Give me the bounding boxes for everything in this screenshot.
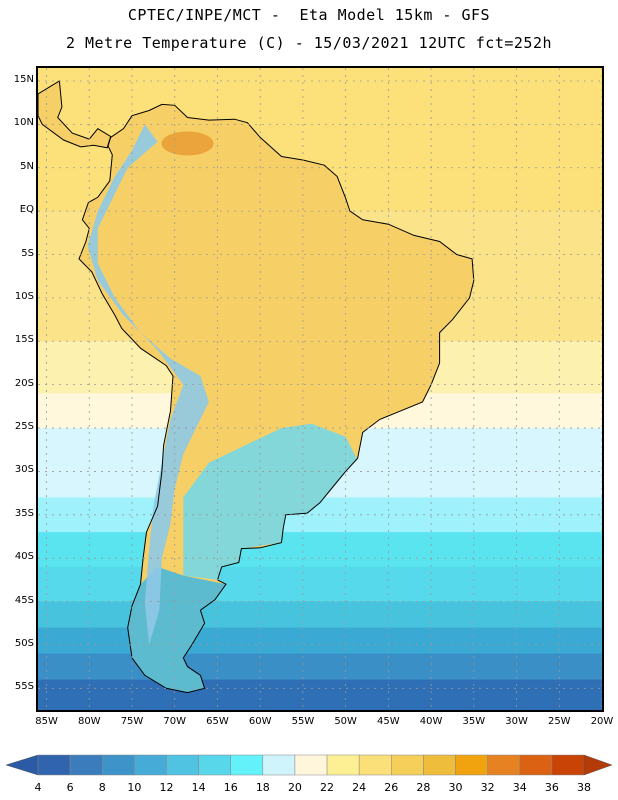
colorbar-swatch [487,754,521,776]
latitude-tick-label: 5N [20,160,34,172]
longitude-tick-label: 25W [547,716,571,727]
colorbar-label: 32 [480,781,495,794]
colorbar-label: 4 [34,781,42,794]
chart-title-line2: 2 Metre Temperature (C) - 15/03/2021 12U… [65,34,553,52]
colorbar-swatch [198,754,231,776]
central-america-land [38,81,111,148]
map-frame [36,66,604,712]
longitude-tick-label: 55W [291,716,315,727]
ocean-temp-band [38,566,602,603]
colorbar-swatch [69,754,103,776]
longitude-tick-label: 35W [462,716,486,727]
longitude-tick-label: 85W [35,716,58,727]
colorbar-swatch [391,754,424,776]
ocean-temp-band [38,653,602,681]
ocean-temp-band [38,601,602,629]
colorbar-label: 8 [98,781,106,794]
chart-title-line1: CPTEC/INPE/MCT - Eta Model 15km - GFS [127,6,491,24]
colorbar-swatch [423,754,456,776]
colorbar-label: 18 [255,781,270,794]
latitude-tick-label: 35S [14,507,34,519]
hot-temperature-area [161,131,214,156]
color-scale-bar [5,754,613,776]
colorbar-label: 24 [352,781,367,794]
colorbar-swatch [134,754,167,776]
colorbar-label: 26 [384,781,399,794]
latitude-tick-label: 25S [14,421,34,433]
colorbar-swatch [294,754,328,776]
latitude-tick-label: EQ [19,204,34,216]
longitude-tick-label: 50W [334,716,357,727]
latitude-tick-label: 55S [14,681,34,693]
colorbar-swatch [101,754,135,776]
colorbar-label: 28 [416,781,431,794]
latitude-tick-label: 5S [21,247,34,259]
longitude-tick-label: 45W [377,716,400,727]
latitude-tick-label: 10S [14,290,34,302]
colorbar-high-arrow [583,754,613,776]
ocean-temp-band [38,679,602,710]
longitude-tick-label: 70W [163,716,187,727]
longitude-tick-label: 65W [206,716,229,727]
colorbar-label: 16 [223,781,238,794]
colorbar-label: 14 [191,781,206,794]
latitude-tick-label: 30S [14,464,34,476]
south-america-land [79,104,474,693]
latitude-tick-label: 45S [14,594,34,606]
colorbar-swatch [519,754,553,776]
latitude-tick-label: 10N [13,117,34,129]
longitude-tick-label: 60W [248,716,272,727]
ocean-temp-band [38,627,602,655]
colorbar-swatch [262,754,296,776]
cool-temperature-area [183,423,357,580]
colorbar-swatch [455,754,488,776]
coastline [38,80,112,149]
longitude-tick-label: 80W [77,716,101,727]
colorbar-low-arrow [5,754,39,776]
colorbar-label: 34 [512,781,527,794]
latitude-tick-label: 40S [14,551,34,563]
ocean-temp-band [38,532,602,568]
latitude-tick-label: 15S [14,334,34,346]
colorbar-label: 30 [448,781,463,794]
colorbar-swatch [166,754,199,776]
colorbar-label: 20 [287,781,302,794]
longitude-tick-label: 30W [505,716,528,727]
colorbar-label: 38 [577,781,591,794]
colorbar-label: 36 [544,781,559,794]
longitude-tick-label: 75W [120,716,144,727]
latitude-tick-label: 15N [13,74,34,85]
longitude-tick-label: 20W [590,716,614,727]
colorbar-label: 12 [159,781,174,794]
longitude-tick-label: 40W [419,716,443,727]
colorbar-swatch [326,754,360,776]
latitude-tick-label: 50S [14,637,34,649]
colorbar-label: 6 [66,781,74,794]
colorbar-label: 10 [127,781,142,794]
coastline [78,103,475,694]
colorbar-swatch [358,754,392,776]
latitude-tick-label: 20S [14,377,34,389]
andes-cold-area [87,124,209,645]
colorbar-swatch [551,754,585,776]
colorbar-label: 22 [320,781,335,794]
temperature-map [38,68,602,710]
colorbar-swatch [230,754,264,776]
colorbar-swatch [37,754,71,776]
